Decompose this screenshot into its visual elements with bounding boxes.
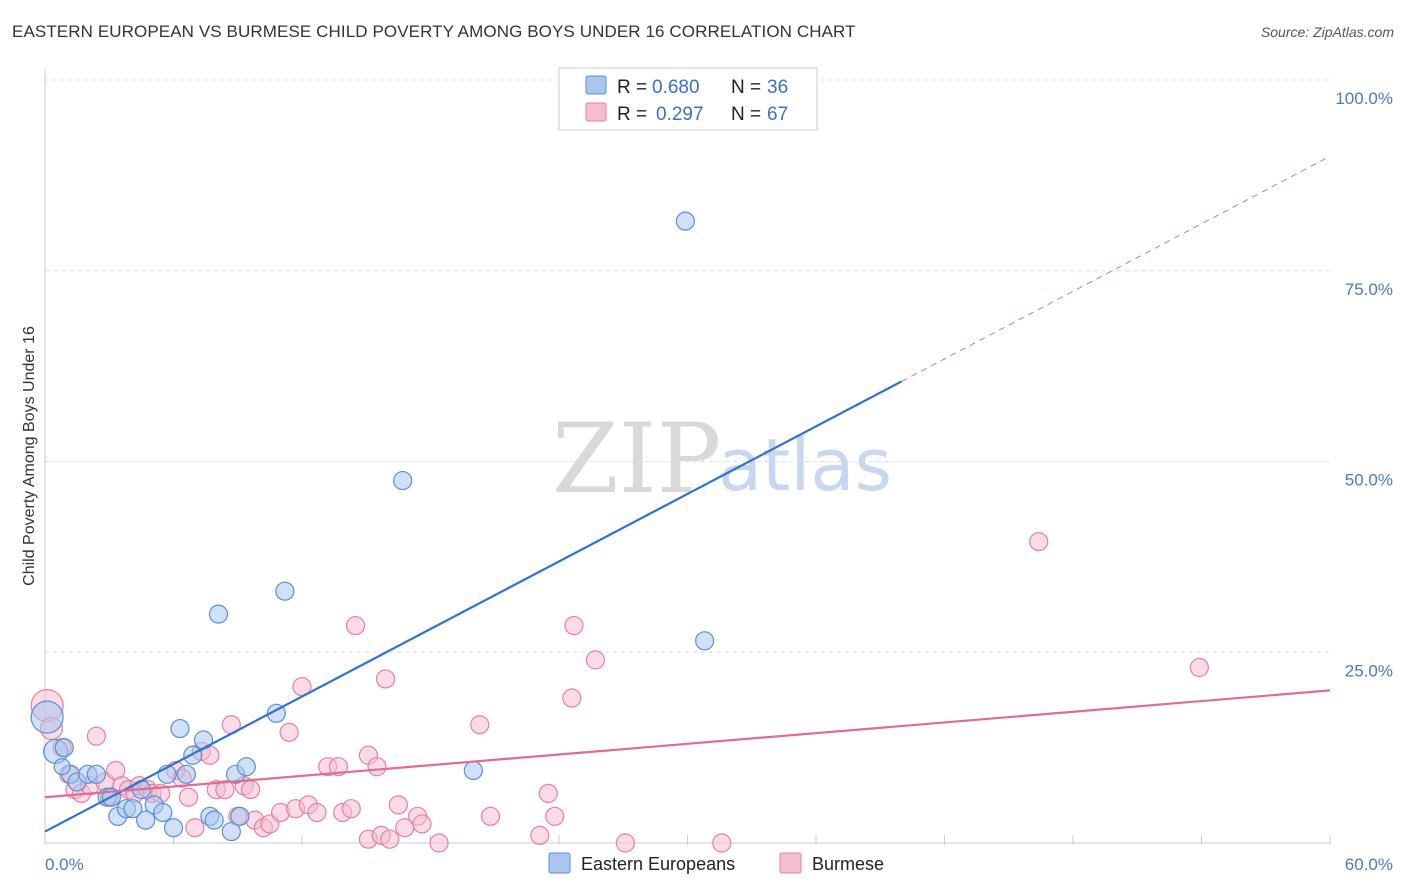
eastern-point-31 — [393, 470, 413, 491]
eastern-point-6 — [86, 764, 107, 784]
burmese-point-57 — [530, 825, 550, 845]
eastern-point-17 — [163, 818, 184, 838]
burmese-point-61 — [564, 615, 584, 636]
eastern-point-33 — [675, 211, 695, 231]
burmese-points — [30, 532, 1209, 853]
eastern-point-11 — [123, 799, 143, 819]
y-tick-label-2: 75.0% — [1345, 280, 1393, 299]
burmese-point-48 — [375, 669, 396, 689]
burmese-point-43 — [345, 615, 366, 636]
eastern-europeans-points — [30, 211, 715, 842]
eastern-point-2 — [54, 738, 74, 758]
legend-n-label-eastern: N = — [731, 77, 761, 98]
y-tick-label-0: 25.0% — [1345, 661, 1393, 680]
watermark: ZIP atlas — [552, 403, 892, 515]
eastern-point-30 — [275, 581, 295, 601]
eastern-point-18 — [170, 718, 190, 739]
chart-title: EASTERN EUROPEAN VS BURMESE CHILD POVERT… — [12, 22, 856, 41]
burmese-point-55 — [470, 715, 490, 735]
eastern-point-32 — [463, 760, 483, 781]
burmese-point-29 — [241, 779, 261, 800]
burmese-point-49 — [380, 829, 400, 849]
eastern-point-0 — [30, 700, 64, 734]
bottom-legend-eastern: Eastern Europeans — [581, 854, 735, 874]
eastern-trendline — [44, 380, 903, 833]
burmese-point-60 — [562, 688, 582, 708]
legend-n-value-eastern: 36 — [767, 77, 788, 98]
y-tick-labels: 25.0% 50.0% 75.0% 100.0% — [1335, 89, 1393, 680]
eastern-point-25 — [221, 821, 241, 842]
legend-box: R = 0.680 N = 36 R = 0.297 N = 67 — [558, 67, 818, 131]
eastern-point-28 — [236, 757, 256, 777]
source-label: Source: ZipAtlas.com — [1260, 24, 1394, 40]
eastern-point-21 — [193, 730, 214, 750]
burmese-point-25 — [215, 779, 235, 800]
burmese-point-53 — [412, 814, 432, 834]
legend-n-value-burmese: 67 — [767, 104, 788, 125]
burmese-point-54 — [429, 833, 449, 853]
bottom-legend-burmese: Burmese — [812, 854, 884, 874]
eastern-trendline-extension — [901, 155, 1331, 382]
x-tick-label-0: 0.0% — [45, 855, 84, 874]
x-tick-label-1: 60.0% — [1345, 855, 1393, 874]
burmese-point-40 — [328, 757, 349, 777]
legend-r-label-burmese: R = — [617, 104, 647, 125]
burmese-point-62 — [585, 650, 606, 670]
bottom-legend-swatch-eastern — [548, 852, 571, 874]
bottom-legend: Eastern Europeans Burmese — [548, 852, 884, 874]
eastern-point-13 — [136, 810, 156, 830]
burmese-point-58 — [545, 806, 565, 826]
burmese-point-20 — [178, 787, 199, 807]
y-axis-label: Child Poverty Among Boys Under 16 — [21, 326, 38, 586]
bottom-legend-swatch-burmese — [779, 852, 802, 874]
legend-n-label-burmese: N = — [731, 104, 761, 125]
eastern-point-19 — [176, 764, 196, 784]
legend-r-value-burmese: 0.297 — [656, 104, 704, 125]
burmese-trendline — [44, 689, 1331, 799]
x-tick-labels: 0.0% 60.0% — [45, 855, 1393, 874]
burmese-point-56 — [480, 806, 501, 826]
eastern-point-34 — [695, 631, 715, 651]
legend-r-label-eastern: R = — [617, 77, 647, 98]
eastern-point-27 — [230, 806, 250, 826]
trendlines — [44, 155, 1331, 833]
burmese-point-21 — [185, 818, 205, 838]
watermark-atlas: atlas — [718, 423, 892, 507]
burmese-point-42 — [341, 799, 361, 819]
burmese-point-66 — [1189, 657, 1209, 678]
burmese-point-7 — [86, 726, 107, 746]
burmese-point-34 — [279, 722, 299, 742]
burmese-point-63 — [615, 833, 635, 853]
burmese-point-59 — [538, 783, 558, 804]
burmese-point-50 — [388, 795, 408, 815]
eastern-point-35 — [53, 758, 71, 776]
watermark-zip: ZIP — [552, 403, 721, 515]
burmese-point-64 — [712, 833, 732, 853]
y-tick-label-3: 100.0% — [1335, 89, 1393, 108]
burmese-point-45 — [367, 757, 387, 777]
eastern-point-24 — [208, 604, 229, 624]
legend-swatch-eastern — [585, 75, 607, 95]
burmese-point-38 — [307, 802, 327, 823]
eastern-point-20 — [183, 745, 203, 765]
eastern-point-23 — [204, 810, 224, 830]
y-tick-label-1: 50.0% — [1345, 471, 1393, 490]
burmese-point-65 — [1029, 532, 1049, 552]
eastern-point-15 — [153, 802, 173, 823]
legend-swatch-burmese — [585, 102, 607, 122]
legend-r-value-eastern: 0.680 — [652, 77, 700, 98]
